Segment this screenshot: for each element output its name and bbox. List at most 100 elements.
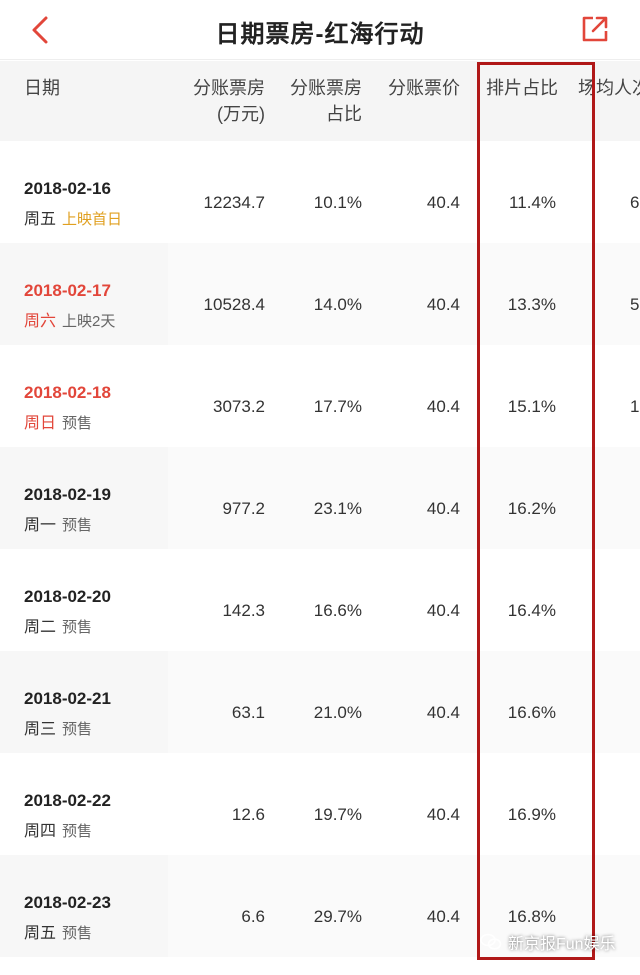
row-subtitle: 周一 预售 bbox=[24, 511, 92, 535]
table-row[interactable]: 2018-02-17 周六 上映2天 10528.4 14.0% 40.4 13.… bbox=[0, 243, 640, 345]
header-share-line1: 分账票房 bbox=[290, 78, 362, 98]
row-release-note: 预售 bbox=[62, 721, 93, 738]
chevron-left-icon bbox=[32, 16, 48, 44]
watermark: 新京报Fun娱乐 bbox=[480, 930, 616, 954]
row-price: 40.4 bbox=[426, 193, 460, 212]
page-title: 日期票房-红海行动 bbox=[215, 21, 425, 48]
row-price: 40.4 bbox=[426, 397, 460, 416]
watermark-text: 新京报Fun娱乐 bbox=[508, 936, 616, 953]
row-price: 40.4 bbox=[426, 295, 460, 314]
row-share: 19.7% bbox=[313, 805, 362, 824]
row-schedule: 16.4% bbox=[507, 601, 556, 620]
row-weekday: 周一 bbox=[24, 517, 57, 534]
row-share: 21.0% bbox=[313, 703, 362, 722]
row-subtitle: 周五 预售 bbox=[24, 919, 92, 943]
share-button[interactable] bbox=[580, 14, 610, 44]
row-weekday: 周二 bbox=[24, 619, 57, 636]
row-weekday: 周三 bbox=[24, 721, 57, 738]
row-date: 2018-02-16 bbox=[24, 179, 111, 198]
row-subtitle: 周六 上映2天 bbox=[24, 307, 115, 331]
row-share: 17.7% bbox=[313, 397, 362, 416]
header-share[interactable]: 分账票房 占比 bbox=[282, 75, 362, 127]
row-schedule: 15.1% bbox=[507, 397, 556, 416]
row-release-note: 预售 bbox=[62, 415, 93, 432]
row-weekday: 周四 bbox=[24, 823, 57, 840]
row-date: 2018-02-20 bbox=[24, 587, 111, 606]
row-price: 40.4 bbox=[426, 499, 460, 518]
row-avg-people: 1 bbox=[630, 397, 640, 416]
row-date: 2018-02-22 bbox=[24, 791, 111, 810]
row-date: 2018-02-17 bbox=[24, 281, 111, 300]
row-release-note: 预售 bbox=[62, 517, 93, 534]
back-button[interactable] bbox=[26, 14, 56, 46]
row-price: 40.4 bbox=[426, 601, 460, 620]
share-icon bbox=[582, 16, 608, 42]
row-schedule: 13.3% bbox=[507, 295, 556, 314]
nav-bar: 日期票房-红海行动 bbox=[0, 0, 640, 60]
row-avg-people: 6 bbox=[630, 193, 640, 212]
wechat-icon bbox=[480, 933, 502, 950]
row-schedule: 16.6% bbox=[507, 703, 556, 722]
header-price[interactable]: 分账票价 bbox=[388, 78, 460, 98]
date-cell: 2018-02-22 周四 预售 bbox=[0, 753, 168, 855]
table-row[interactable]: 2018-02-21 周三 预售 63.1 21.0% 40.4 16.6% bbox=[0, 651, 640, 753]
row-share: 14.0% bbox=[313, 295, 362, 314]
table-row[interactable]: 2018-02-23 周五 预售 6.6 29.7% 40.4 16.8% bbox=[0, 855, 640, 957]
row-subtitle: 周三 预售 bbox=[24, 715, 92, 739]
row-weekday: 周日 bbox=[24, 415, 57, 432]
table-row[interactable]: 2018-02-22 周四 预售 12.6 19.7% 40.4 16.9% bbox=[0, 753, 640, 855]
row-box-office: 142.3 bbox=[222, 601, 265, 620]
row-date: 2018-02-23 bbox=[24, 893, 111, 912]
row-box-office: 3073.2 bbox=[213, 397, 265, 416]
row-price: 40.4 bbox=[426, 703, 460, 722]
row-share: 23.1% bbox=[313, 499, 362, 518]
row-avg-people: 5 bbox=[630, 295, 640, 314]
row-schedule: 16.9% bbox=[507, 805, 556, 824]
date-cell: 2018-02-16 周五 上映首日 bbox=[0, 141, 168, 243]
date-cell: 2018-02-17 周六 上映2天 bbox=[0, 243, 168, 345]
row-weekday: 周五 bbox=[24, 925, 57, 942]
header-avg-people[interactable]: 场均人次 bbox=[578, 78, 640, 98]
table-header: 日期 分账票房 (万元) 分账票房 占比 分账票价 排片占比 场均人次 bbox=[0, 61, 640, 141]
header-box-office[interactable]: 分账票房 (万元) bbox=[180, 75, 265, 127]
row-release-note: 预售 bbox=[62, 619, 93, 636]
row-release-note: 预售 bbox=[62, 823, 93, 840]
row-box-office: 977.2 bbox=[222, 499, 265, 518]
header-box-office-line2: (万元) bbox=[217, 104, 265, 124]
row-subtitle: 周日 预售 bbox=[24, 409, 92, 433]
row-date: 2018-02-21 bbox=[24, 689, 111, 708]
date-cell: 2018-02-18 周日 预售 bbox=[0, 345, 168, 447]
row-share: 16.6% bbox=[313, 601, 362, 620]
table-row[interactable]: 2018-02-18 周日 预售 3073.2 17.7% 40.4 15.1% … bbox=[0, 345, 640, 447]
header-schedule[interactable]: 排片占比 bbox=[486, 78, 558, 98]
row-date: 2018-02-19 bbox=[24, 485, 111, 504]
row-release-note: 上映首日 bbox=[62, 211, 123, 228]
row-subtitle: 周五 上映首日 bbox=[24, 205, 122, 229]
row-box-office: 12.6 bbox=[231, 805, 265, 824]
date-cell: 2018-02-20 周二 预售 bbox=[0, 549, 168, 651]
row-weekday: 周五 bbox=[24, 211, 57, 228]
header-date[interactable]: 日期 bbox=[24, 78, 60, 98]
row-schedule: 16.8% bbox=[507, 907, 556, 926]
row-weekday: 周六 bbox=[24, 313, 57, 330]
table-row[interactable]: 2018-02-16 周五 上映首日 12234.7 10.1% 40.4 11.… bbox=[0, 141, 640, 243]
table-row[interactable]: 2018-02-19 周一 预售 977.2 23.1% 40.4 16.2% bbox=[0, 447, 640, 549]
row-box-office: 10528.4 bbox=[203, 295, 265, 314]
row-share: 10.1% bbox=[313, 193, 362, 212]
row-release-note: 预售 bbox=[62, 925, 93, 942]
row-box-office: 6.6 bbox=[241, 907, 265, 926]
date-cell: 2018-02-21 周三 预售 bbox=[0, 651, 168, 753]
header-box-office-line1: 分账票房 bbox=[193, 78, 265, 98]
row-box-office: 12234.7 bbox=[203, 193, 265, 212]
row-price: 40.4 bbox=[426, 805, 460, 824]
row-box-office: 63.1 bbox=[231, 703, 265, 722]
row-share: 29.7% bbox=[313, 907, 362, 926]
row-schedule: 11.4% bbox=[509, 193, 556, 212]
row-date: 2018-02-18 bbox=[24, 383, 111, 402]
date-cell: 2018-02-23 周五 预售 bbox=[0, 855, 168, 957]
row-schedule: 16.2% bbox=[507, 499, 556, 518]
row-subtitle: 周四 预售 bbox=[24, 817, 92, 841]
table-row[interactable]: 2018-02-20 周二 预售 142.3 16.6% 40.4 16.4% bbox=[0, 549, 640, 651]
header-share-line2: 占比 bbox=[326, 104, 362, 124]
row-price: 40.4 bbox=[426, 907, 460, 926]
